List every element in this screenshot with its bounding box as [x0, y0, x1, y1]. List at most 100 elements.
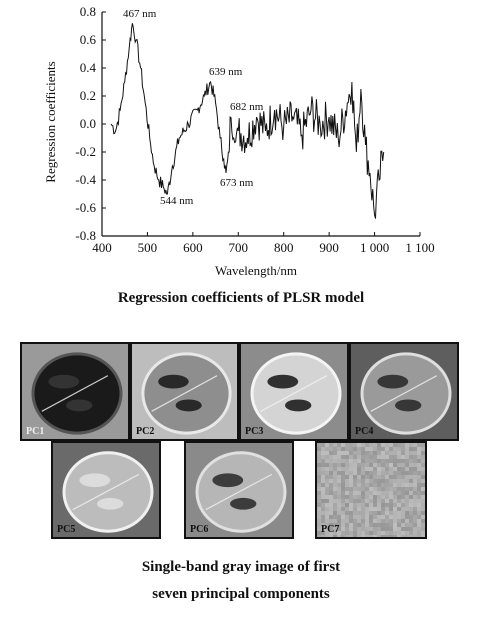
noise-cell: [385, 475, 389, 479]
noise-cell: [337, 495, 341, 499]
noise-cell: [341, 519, 345, 523]
noise-cell: [401, 475, 405, 479]
grape-shape: [31, 352, 123, 435]
noise-cell: [325, 495, 329, 499]
noise-cell: [325, 523, 329, 527]
noise-cell: [417, 471, 421, 475]
noise-cell: [361, 459, 365, 463]
noise-cell: [381, 491, 385, 495]
noise-cell: [365, 535, 369, 537]
seed-spot: [158, 374, 189, 389]
noise-cell: [409, 479, 413, 483]
noise-cell: [393, 511, 397, 515]
pc-image-7: PC7: [315, 441, 427, 539]
noise-cell: [329, 483, 333, 487]
stem-line: [205, 473, 273, 511]
noise-cell: [401, 451, 405, 455]
noise-cell: [385, 479, 389, 483]
noise-cell: [317, 463, 321, 467]
noise-cell: [425, 515, 427, 519]
noise-cell: [385, 511, 389, 515]
noise-cell: [377, 463, 381, 467]
noise-cell: [405, 535, 409, 537]
pc-image-6: PC6: [184, 441, 294, 539]
noise-cell: [381, 471, 385, 475]
noise-cell: [353, 455, 357, 459]
noise-cell: [321, 511, 325, 515]
noise-cell: [381, 463, 385, 467]
noise-cell: [321, 535, 325, 537]
noise-cell: [365, 499, 369, 503]
pc-image-label: PC5: [57, 524, 76, 535]
noise-cell: [377, 503, 381, 507]
noise-cell: [377, 455, 381, 459]
noise-cell: [357, 491, 361, 495]
noise-cell: [401, 535, 405, 537]
noise-cell: [321, 475, 325, 479]
noise-cell: [417, 443, 421, 447]
seed-spot: [66, 399, 93, 412]
seed-spot: [267, 374, 299, 389]
noise-cell: [409, 527, 413, 531]
noise-cell: [425, 507, 427, 511]
noise-cell: [349, 499, 353, 503]
noise-cell: [341, 471, 345, 475]
noise-cell: [373, 519, 377, 523]
noise-cell: [349, 507, 353, 511]
noise-cell: [373, 499, 377, 503]
noise-cell: [377, 487, 381, 491]
noise-cell: [349, 535, 353, 537]
noise-cell: [393, 447, 397, 451]
noise-cell: [397, 471, 401, 475]
noise-cell: [413, 467, 417, 471]
noise-cell: [409, 463, 413, 467]
noise-cell: [373, 479, 377, 483]
y-tick-label: 0.4: [80, 60, 97, 75]
noise-cell: [333, 519, 337, 523]
seed-spot: [212, 473, 244, 488]
noise-cell: [385, 515, 389, 519]
noise-cell: [349, 523, 353, 527]
noise-cell: [369, 467, 373, 471]
noise-cell: [353, 459, 357, 463]
noise-cell: [341, 459, 345, 463]
noise-cell: [353, 463, 357, 467]
noise-cell: [349, 475, 353, 479]
noise-cell: [349, 491, 353, 495]
noise-cell: [401, 467, 405, 471]
noise-cell: [397, 511, 401, 515]
noise-cell: [365, 511, 369, 515]
noise-cell: [333, 523, 337, 527]
noise-cell: [341, 527, 345, 531]
noise-cell: [409, 451, 413, 455]
noise-cell: [393, 483, 397, 487]
noise-cell: [345, 463, 349, 467]
noise-cell: [389, 443, 393, 447]
noise-cell: [349, 519, 353, 523]
seed-spot: [79, 473, 111, 488]
noise-cell: [337, 519, 341, 523]
noise-cell: [365, 447, 369, 451]
noise-cell: [369, 511, 373, 515]
noise-cell: [333, 451, 337, 455]
noise-cell: [325, 471, 329, 475]
chart-ticks: 400 500 600 700 800 900 1 000 1 100 -0.8 -0.6 -0.4…: [75, 4, 434, 255]
seed-spot: [395, 399, 422, 412]
seed-spot: [97, 497, 124, 510]
noise-cell: [353, 519, 357, 523]
noise-cell: [329, 479, 333, 483]
noise-cell: [421, 451, 425, 455]
noise-cell: [353, 499, 357, 503]
grape-shape: [141, 352, 232, 435]
noise-cell: [381, 451, 385, 455]
noise-cell: [361, 475, 365, 479]
noise-cell: [397, 535, 401, 537]
noise-cell: [405, 451, 409, 455]
pc-image-2: PC2: [130, 342, 239, 441]
seed-spot: [377, 374, 409, 389]
noise-cell: [329, 511, 333, 515]
noise-cell: [397, 447, 401, 451]
noise-cell: [361, 491, 365, 495]
noise-cell: [381, 443, 385, 447]
noise-cell: [405, 487, 409, 491]
